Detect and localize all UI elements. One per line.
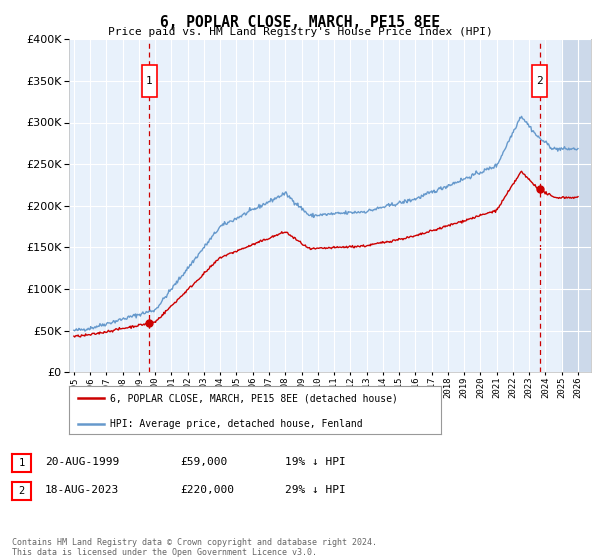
Text: £59,000: £59,000 [180,457,227,467]
Text: HPI: Average price, detached house, Fenland: HPI: Average price, detached house, Fenl… [110,418,362,428]
FancyBboxPatch shape [532,65,547,97]
Text: 6, POPLAR CLOSE, MARCH, PE15 8EE (detached house): 6, POPLAR CLOSE, MARCH, PE15 8EE (detach… [110,393,398,403]
Text: 29% ↓ HPI: 29% ↓ HPI [285,485,346,495]
Bar [562,39,594,372]
Text: Contains HM Land Registry data © Crown copyright and database right 2024.
This d: Contains HM Land Registry data © Crown c… [12,538,377,557]
Text: 2: 2 [536,76,543,86]
Text: 1: 1 [146,76,153,86]
Text: Price paid vs. HM Land Registry's House Price Index (HPI): Price paid vs. HM Land Registry's House … [107,27,493,37]
Text: 19% ↓ HPI: 19% ↓ HPI [285,457,346,467]
Text: 20-AUG-1999: 20-AUG-1999 [45,457,119,467]
Text: £220,000: £220,000 [180,485,234,495]
FancyBboxPatch shape [142,65,157,97]
Text: 6, POPLAR CLOSE, MARCH, PE15 8EE: 6, POPLAR CLOSE, MARCH, PE15 8EE [160,15,440,30]
Text: 18-AUG-2023: 18-AUG-2023 [45,485,119,495]
Text: 2: 2 [19,486,25,496]
Text: 1: 1 [19,458,25,468]
